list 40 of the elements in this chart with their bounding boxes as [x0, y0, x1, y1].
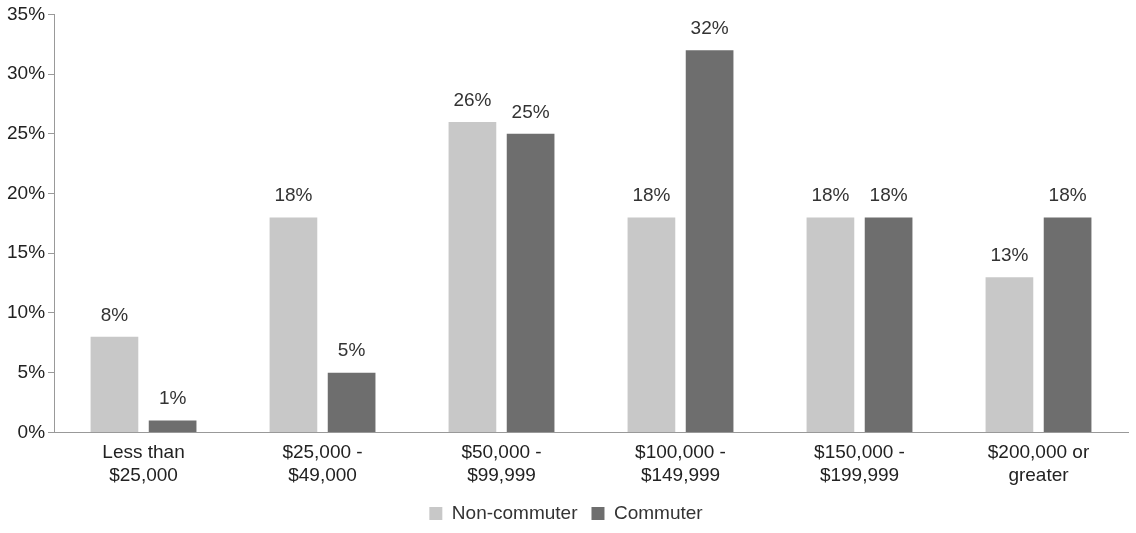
x-tick-label: $200,000 or greater: [987, 441, 1090, 485]
data-label: 8%: [100, 303, 129, 325]
x-tick-label: Less than $25,000: [102, 441, 185, 485]
y-tick-label: 5%: [17, 360, 46, 382]
data-label: 18%: [632, 184, 671, 206]
data-label: 18%: [811, 184, 850, 206]
bar: [269, 217, 318, 432]
bar: [806, 217, 855, 432]
data-label: 32%: [690, 16, 729, 38]
y-tick-label: 10%: [7, 301, 46, 323]
legend-label: Non-commuter: [451, 501, 579, 523]
bar: [506, 133, 555, 432]
x-tick-label: $50,000 - $99,999: [461, 441, 542, 485]
legend-label: Commuter: [613, 501, 704, 523]
bar: [148, 420, 197, 432]
data-label: 13%: [990, 243, 1029, 265]
data-label: 18%: [869, 184, 908, 206]
bar: [327, 372, 376, 432]
bar: [627, 217, 676, 432]
bar: [90, 336, 139, 432]
y-tick-label: 35%: [7, 2, 46, 24]
bar: [448, 121, 497, 432]
data-label: 1%: [158, 387, 187, 409]
data-label: 26%: [453, 88, 492, 110]
y-tick-label: 20%: [7, 181, 46, 203]
y-tick-label: 25%: [7, 122, 46, 144]
data-label: 18%: [274, 184, 313, 206]
data-label: 25%: [511, 100, 550, 122]
bar: [685, 50, 734, 432]
x-tick-label: $100,000 - $149,999: [635, 441, 726, 485]
x-tick-label: $150,000 - $199,999: [814, 441, 905, 485]
y-tick-label: 30%: [7, 62, 46, 84]
data-label: 5%: [337, 339, 366, 361]
y-tick-label: 15%: [7, 241, 46, 263]
data-label: 18%: [1048, 184, 1087, 206]
bar: [864, 217, 913, 432]
y-tick-label: 0%: [17, 420, 46, 442]
x-tick-label: $25,000 - $49,000: [282, 441, 363, 485]
bar: [985, 277, 1034, 432]
bar: [1043, 217, 1092, 432]
